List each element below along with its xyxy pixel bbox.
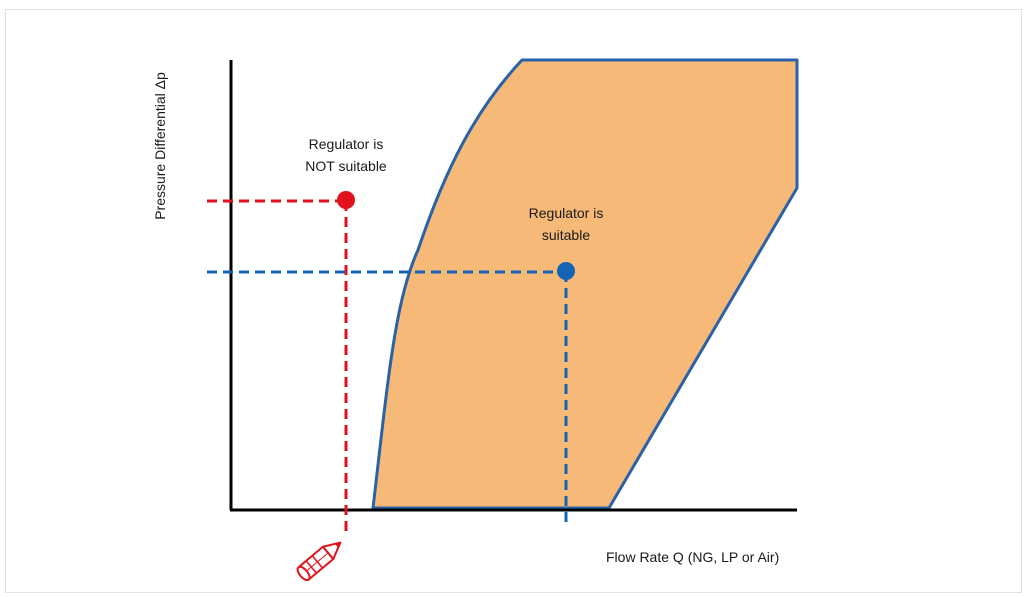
x-axis-label: Flow Rate Q (NG, LP or Air) (606, 549, 779, 565)
not-suitable-label-line1: Regulator is (309, 136, 384, 152)
not-suitable-label-line2: NOT suitable (305, 158, 387, 174)
y-axis-label: Pressure Differential Δp (152, 72, 168, 220)
suitable-point (557, 262, 575, 280)
suitable-label-line2: suitable (542, 227, 590, 243)
suitable-region (371, 58, 799, 510)
not-suitable-point (337, 191, 355, 209)
suitable-label-line1: Regulator is (529, 205, 604, 221)
pencil-icon (296, 541, 342, 582)
